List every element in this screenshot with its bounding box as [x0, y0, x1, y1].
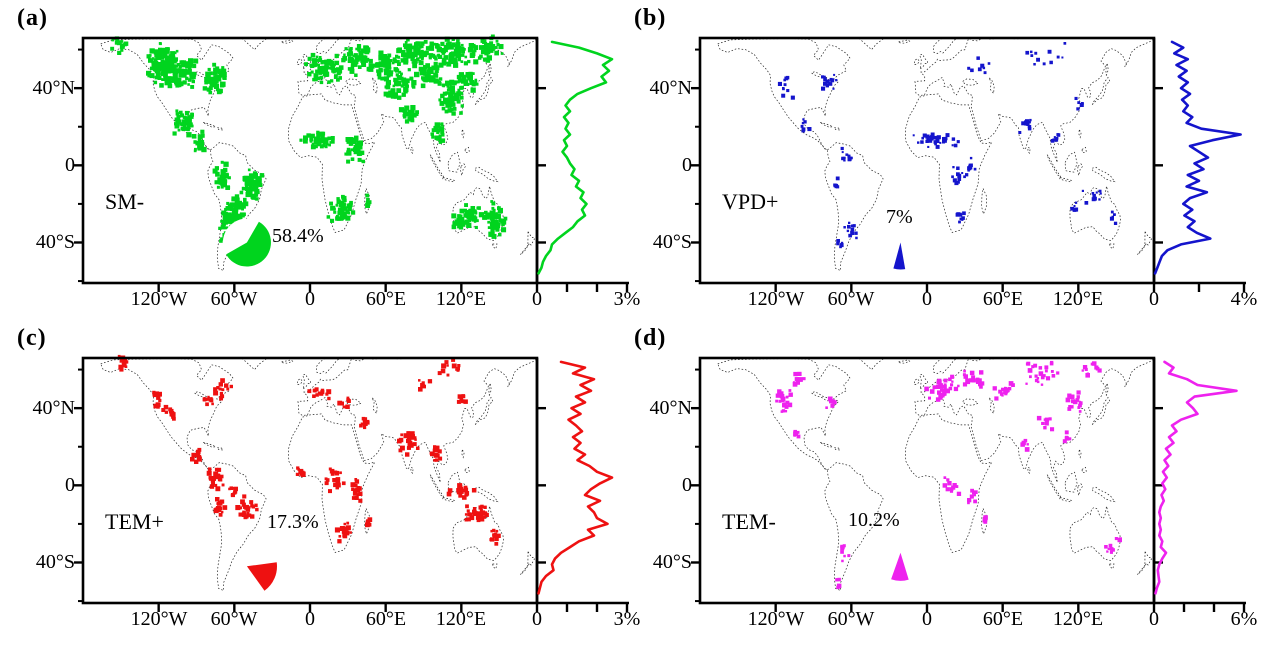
x-tick-label: 60°E	[982, 608, 1024, 630]
variable-label: VPD+	[722, 189, 779, 214]
x-tick-label: 60°E	[982, 288, 1024, 310]
panel-d-letter: (d)	[634, 325, 667, 351]
x-tick-label: 120°E	[1052, 608, 1104, 630]
x-tick-label: 0	[922, 608, 932, 630]
percent-label: 17.3%	[267, 511, 319, 533]
panel-b-letter: (b)	[634, 5, 667, 31]
map-profile-canvas-b	[691, 36, 1246, 292]
panel-a: (a) 40°N 0 40°S SM- 58.4% 120°W 60°W 0 6…	[17, 5, 653, 353]
profile-max-label: 3%	[613, 288, 641, 310]
x-tick-label: 60°E	[365, 288, 407, 310]
y-tick-label: 0	[65, 474, 75, 496]
panel-a-letter: (a)	[17, 5, 48, 31]
variable-label: TEM-	[722, 509, 776, 534]
x-tick-label: 60°W	[210, 608, 258, 630]
y-tick-label: 40°S	[652, 551, 692, 573]
y-tick-label: 0	[65, 154, 75, 176]
panel-c: (c) 40°N 0 40°S TEM+ 17.3% 120°W 60°W 0 …	[17, 325, 653, 651]
x-tick-label: 120°W	[747, 288, 805, 310]
y-tick-label: 0	[682, 474, 692, 496]
y-tick-label: 40°S	[35, 551, 75, 573]
profile-zero-label: 0	[532, 608, 542, 630]
y-tick-label: 40°S	[652, 231, 692, 253]
x-tick-label: 120°W	[747, 608, 805, 630]
panel-b: (b) 40°N 0 40°S VPD+ 7% 120°W 60°W 0 60°…	[634, 5, 1270, 353]
profile-zero-label: 0	[1149, 608, 1159, 630]
percent-label: 10.2%	[848, 509, 900, 531]
panel-c-letter: (c)	[17, 325, 47, 351]
x-tick-label: 120°E	[1052, 288, 1104, 310]
map-profile-canvas-c	[74, 354, 629, 612]
x-tick-label: 60°W	[827, 608, 875, 630]
x-tick-label: 60°W	[210, 288, 258, 310]
x-tick-label: 0	[305, 608, 315, 630]
y-tick-label: 40°S	[35, 231, 75, 253]
x-tick-label: 120°W	[130, 608, 188, 630]
x-tick-label: 0	[922, 288, 932, 310]
x-tick-label: 120°E	[435, 608, 487, 630]
map-profile-canvas-d	[691, 356, 1246, 612]
map-profile-canvas-a	[74, 34, 629, 292]
profile-max-label: 4%	[1230, 288, 1258, 310]
profile-zero-label: 0	[532, 288, 542, 310]
percent-label: 58.4%	[272, 225, 324, 247]
variable-label: SM-	[105, 189, 145, 214]
x-tick-label: 120°W	[130, 288, 188, 310]
x-tick-label: 0	[305, 288, 315, 310]
y-tick-label: 40°N	[649, 397, 692, 419]
x-tick-label: 60°W	[827, 288, 875, 310]
variable-label: TEM+	[105, 509, 164, 534]
y-tick-label: 40°N	[649, 77, 692, 99]
y-tick-label: 0	[682, 154, 692, 176]
profile-max-label: 3%	[613, 608, 641, 630]
panel-d: (d) 40°N 0 40°S TEM- 10.2% 120°W 60°W 0 …	[634, 325, 1270, 651]
x-tick-label: 120°E	[435, 288, 487, 310]
y-tick-label: 40°N	[32, 397, 75, 419]
profile-max-label: 6%	[1230, 608, 1258, 630]
percent-label: 7%	[886, 206, 913, 228]
x-tick-label: 60°E	[365, 608, 407, 630]
profile-zero-label: 0	[1149, 288, 1159, 310]
y-tick-label: 40°N	[32, 77, 75, 99]
